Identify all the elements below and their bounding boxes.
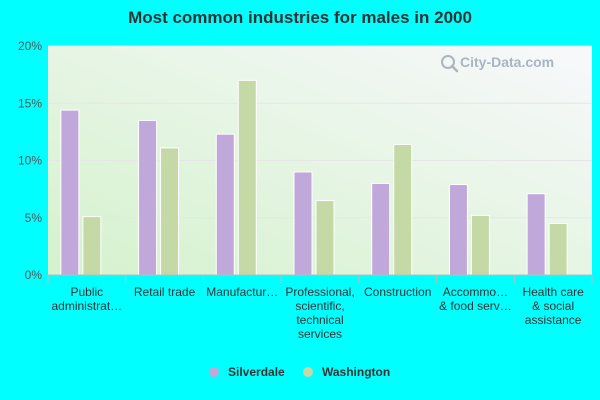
chart-title: Most common industries for males in 2000 (128, 8, 472, 27)
bar-washington-3 (315, 200, 335, 276)
bar-washington-4 (393, 143, 413, 276)
bar-silverdale-6 (526, 193, 546, 276)
y-tick-label: 5% (25, 211, 43, 225)
watermark-text: City-Data.com (460, 54, 554, 70)
y-axis: 0% 5% 10% 15% 20% (18, 39, 42, 282)
x-tick-label: Manufactur… (206, 285, 278, 299)
x-tick-label: Health care & social assistance (522, 285, 584, 327)
bars (60, 79, 568, 276)
bar-washington-2 (237, 79, 257, 276)
legend: Silverdale Washington (209, 365, 390, 379)
y-tick-label: 15% (18, 96, 42, 110)
x-axis: Public administrat… Retail trade Manufactur… (47, 274, 593, 341)
search-icon (441, 55, 459, 73)
bar-silverdale-1 (138, 119, 158, 276)
bar-silverdale-0 (60, 109, 80, 276)
bar-silverdale-2 (215, 133, 235, 276)
legend-label-washington: Washington (322, 365, 390, 379)
y-tick-label: 0% (25, 268, 43, 282)
legend-label-silverdale: Silverdale (228, 365, 285, 379)
bar-silverdale-5 (448, 184, 468, 276)
x-tick-label: Accommo… & food serv… (439, 285, 512, 313)
y-tick-label: 10% (18, 154, 42, 168)
bar-silverdale-3 (293, 171, 313, 276)
bar-washington-1 (160, 147, 180, 276)
x-tick-label: Construction (364, 285, 431, 299)
y-tick-label: 20% (18, 39, 42, 53)
bar-washington-0 (82, 216, 102, 276)
bar-washington-6 (548, 222, 568, 276)
legend-swatch-silverdale (209, 367, 219, 377)
legend-swatch-washington (303, 367, 313, 377)
bar-washington-5 (470, 214, 490, 276)
x-tick-label: Retail trade (134, 285, 196, 299)
watermark: City-Data.com (441, 54, 554, 73)
bar-silverdale-4 (371, 182, 391, 276)
x-tick-label: Public administrat… (52, 285, 123, 313)
x-tick-label: Professional, scientific, technical service… (285, 285, 354, 341)
